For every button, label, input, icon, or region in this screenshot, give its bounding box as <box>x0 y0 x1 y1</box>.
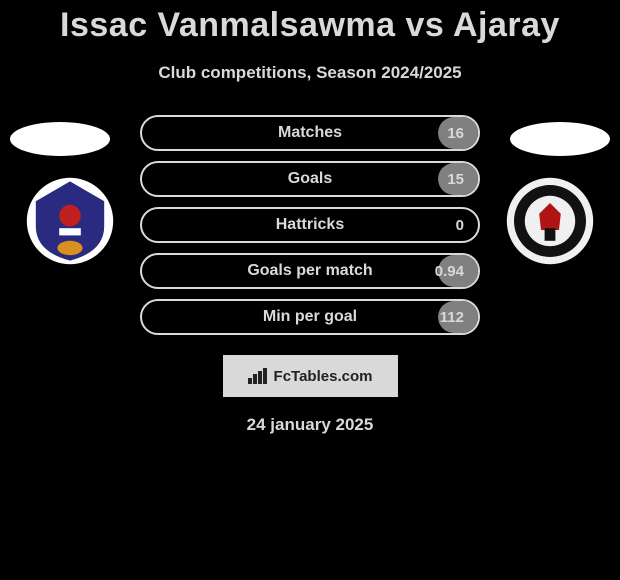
stat-label: Min per goal <box>142 308 478 326</box>
date-label: 24 january 2025 <box>0 415 620 435</box>
stat-label: Matches <box>142 124 478 142</box>
stat-right-value: 0.94 <box>435 263 464 280</box>
stat-right-value: 15 <box>447 171 464 188</box>
bar-chart-icon <box>248 368 268 384</box>
brand-box: FcTables.com <box>223 355 398 397</box>
club-left-icon <box>20 176 120 266</box>
stat-right-value: 16 <box>447 125 464 142</box>
stat-label: Hattricks <box>142 216 478 234</box>
club-logo-right <box>500 176 600 266</box>
stat-right-value: 112 <box>440 309 464 326</box>
club-logo-left <box>20 176 120 266</box>
stat-row-min-per-goal: Min per goal 112 <box>140 299 480 335</box>
brand-label: FcTables.com <box>274 368 373 385</box>
stat-label: Goals per match <box>142 262 478 280</box>
club-right-icon <box>500 176 600 266</box>
stat-label: Goals <box>142 170 478 188</box>
player-right-oval <box>510 122 610 156</box>
stat-right-value: 0 <box>456 217 464 234</box>
stat-row-hattricks: Hattricks 0 <box>140 207 480 243</box>
subtitle: Club competitions, Season 2024/2025 <box>0 63 620 83</box>
brand-inner: FcTables.com <box>225 357 396 395</box>
player-left-oval <box>10 122 110 156</box>
stats-table: Matches 16 Goals 15 Hattricks 0 Goals pe… <box>140 115 480 335</box>
stat-row-matches: Matches 16 <box>140 115 480 151</box>
stat-row-goals-per-match: Goals per match 0.94 <box>140 253 480 289</box>
page-title: Issac Vanmalsawma vs Ajaray <box>0 0 620 45</box>
stat-row-goals: Goals 15 <box>140 161 480 197</box>
